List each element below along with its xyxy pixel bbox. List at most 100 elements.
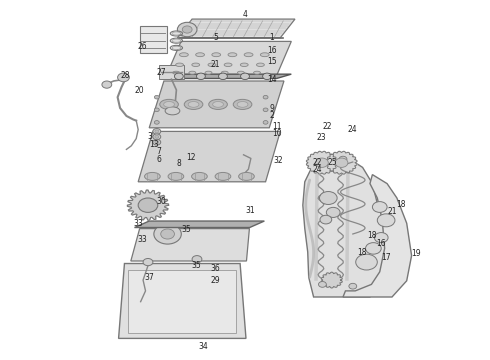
Circle shape — [356, 254, 377, 270]
Circle shape — [263, 121, 268, 124]
Ellipse shape — [240, 63, 248, 67]
Text: 28: 28 — [120, 71, 130, 80]
Bar — [140, 26, 167, 53]
Circle shape — [143, 258, 153, 266]
Text: 24: 24 — [313, 166, 322, 175]
Ellipse shape — [212, 53, 220, 57]
Text: 14: 14 — [267, 75, 277, 84]
Ellipse shape — [189, 71, 196, 74]
Text: 11: 11 — [272, 122, 282, 131]
Ellipse shape — [224, 63, 232, 67]
Ellipse shape — [145, 172, 160, 180]
Circle shape — [241, 73, 249, 80]
Ellipse shape — [215, 172, 231, 180]
Text: 18: 18 — [357, 248, 367, 257]
Circle shape — [102, 81, 112, 88]
Circle shape — [138, 198, 158, 212]
Circle shape — [154, 108, 159, 112]
Text: 5: 5 — [213, 33, 218, 42]
Circle shape — [316, 158, 328, 167]
Ellipse shape — [184, 99, 203, 109]
Circle shape — [177, 22, 197, 37]
Text: 20: 20 — [135, 86, 145, 95]
Ellipse shape — [175, 63, 183, 67]
Circle shape — [372, 202, 387, 212]
Ellipse shape — [173, 71, 180, 74]
Ellipse shape — [172, 32, 181, 35]
Ellipse shape — [172, 39, 181, 42]
Circle shape — [263, 108, 268, 112]
Circle shape — [335, 158, 348, 167]
Circle shape — [154, 224, 181, 244]
Text: 22: 22 — [322, 122, 332, 131]
Polygon shape — [127, 190, 169, 220]
Text: 23: 23 — [316, 133, 326, 142]
Circle shape — [377, 214, 395, 227]
Text: 33: 33 — [133, 219, 143, 228]
Ellipse shape — [205, 71, 212, 74]
Polygon shape — [343, 175, 412, 297]
Text: 13: 13 — [149, 140, 159, 149]
Polygon shape — [131, 229, 249, 261]
Text: 33: 33 — [137, 235, 147, 244]
Text: 29: 29 — [211, 276, 220, 285]
Text: 37: 37 — [145, 273, 154, 282]
Ellipse shape — [196, 53, 204, 57]
Ellipse shape — [168, 172, 184, 180]
Ellipse shape — [239, 172, 254, 180]
Polygon shape — [161, 74, 291, 78]
Ellipse shape — [228, 53, 237, 57]
Circle shape — [174, 73, 183, 80]
Text: 21: 21 — [387, 207, 397, 216]
Circle shape — [196, 73, 205, 80]
Text: 1: 1 — [270, 33, 274, 42]
Circle shape — [366, 243, 381, 254]
Text: 19: 19 — [411, 249, 420, 258]
Circle shape — [326, 207, 340, 217]
Polygon shape — [138, 131, 280, 182]
Text: 9: 9 — [270, 104, 274, 113]
Text: 22: 22 — [313, 158, 322, 167]
Circle shape — [161, 229, 174, 239]
Circle shape — [374, 233, 388, 243]
Circle shape — [182, 26, 192, 33]
Text: 8: 8 — [176, 159, 181, 168]
Circle shape — [319, 192, 337, 204]
Bar — [159, 65, 184, 79]
Polygon shape — [306, 151, 338, 174]
Ellipse shape — [192, 172, 207, 180]
Polygon shape — [321, 272, 342, 288]
Polygon shape — [134, 221, 265, 228]
Ellipse shape — [165, 107, 180, 115]
Text: 2: 2 — [270, 111, 274, 120]
Circle shape — [317, 161, 325, 167]
Circle shape — [349, 283, 357, 289]
Text: 35: 35 — [181, 225, 191, 234]
Polygon shape — [303, 155, 392, 297]
Text: 17: 17 — [381, 253, 391, 262]
Circle shape — [192, 256, 202, 263]
Text: 25: 25 — [327, 158, 337, 167]
Text: 36: 36 — [211, 264, 220, 273]
Ellipse shape — [192, 63, 199, 67]
Circle shape — [155, 130, 159, 133]
Text: 30: 30 — [157, 197, 167, 206]
Ellipse shape — [188, 102, 199, 107]
Circle shape — [118, 73, 129, 82]
Circle shape — [155, 141, 159, 144]
Ellipse shape — [237, 102, 248, 107]
Circle shape — [154, 121, 159, 124]
Ellipse shape — [208, 63, 216, 67]
Circle shape — [153, 134, 161, 140]
Ellipse shape — [209, 99, 227, 109]
Circle shape — [154, 95, 159, 99]
Text: 35: 35 — [191, 261, 201, 270]
Polygon shape — [326, 151, 357, 174]
Ellipse shape — [164, 102, 174, 107]
Text: 32: 32 — [273, 156, 283, 165]
Ellipse shape — [244, 53, 253, 57]
Ellipse shape — [256, 63, 264, 67]
Polygon shape — [166, 41, 291, 76]
Text: 18: 18 — [368, 231, 377, 240]
Circle shape — [318, 282, 326, 287]
